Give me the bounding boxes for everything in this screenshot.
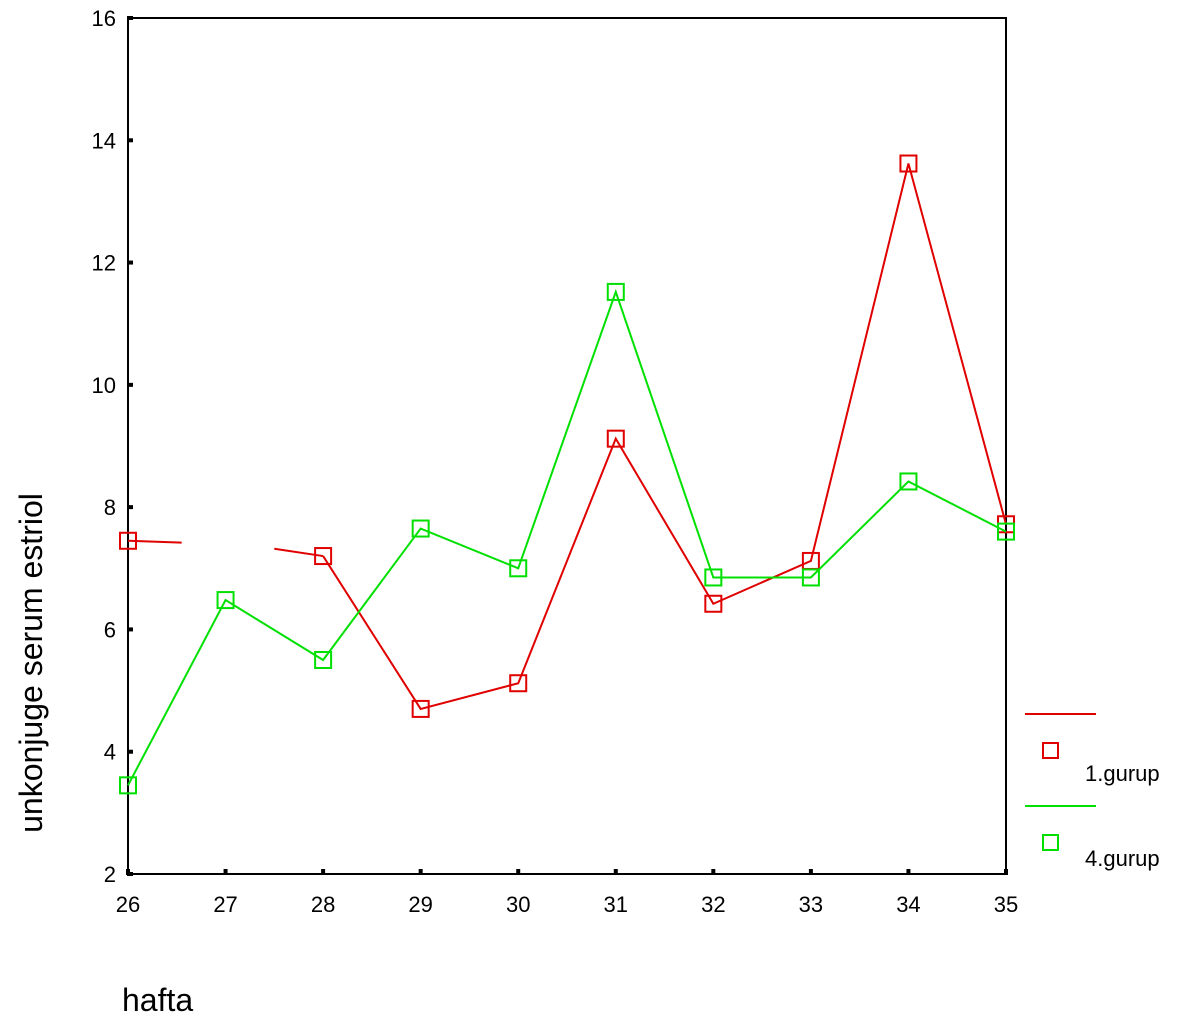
data-point [606,282,625,301]
y-axis-title: unkonjuge serum estriol [13,493,49,833]
legend-marker-1 [1042,742,1059,759]
data-point [509,559,528,578]
x-tick-label: 28 [311,892,335,917]
data-point [997,522,1015,541]
data-point [899,154,918,173]
y-axis: 2 4 6 8 10 12 14 16 [92,6,133,887]
data-point [899,472,918,491]
data-point [314,651,333,669]
data-point [411,519,430,538]
x-tick-label: 33 [799,892,823,917]
legend-marker-2 [1042,834,1059,851]
data-point [704,594,723,613]
data-point [606,429,625,448]
x-tick-label: 32 [701,892,725,917]
x-tick-label: 27 [213,892,237,917]
x-tick-label: 30 [506,892,530,917]
y-tick-label: 4 [104,740,116,765]
y-tick-label: 8 [104,495,116,520]
legend: 1.gurup 4.gurup [1025,713,1160,871]
data-point [216,591,235,610]
y-tick-label: 10 [92,373,116,398]
data-point [119,531,137,550]
y-tick-label: 2 [104,862,116,887]
x-tick-label: 29 [408,892,432,917]
data-point [509,674,528,693]
y-tick-label: 16 [92,6,116,31]
plot-area [127,17,1007,875]
legend-label-2: 4.gurup [1085,846,1160,871]
y-tick-label: 12 [92,251,116,276]
data-point [411,699,430,718]
legend-label-1: 1.gurup [1085,761,1160,786]
series-line [322,163,1007,711]
x-tick-label: 35 [994,892,1018,917]
data-point [314,547,333,566]
data-point [119,776,137,795]
y-tick-label: 14 [92,128,116,153]
x-tick-label: 34 [896,892,920,917]
data-point [704,568,723,587]
x-axis-title: hafta [122,982,193,1018]
x-tick-label: 31 [604,892,628,917]
plot-frame [127,17,1007,875]
x-axis: 26 27 28 29 30 31 32 33 34 35 [116,869,1018,917]
y-tick-label: 6 [104,617,116,642]
series-line [127,288,1007,786]
series-4.gurup [119,282,1015,795]
series-layer [119,154,1015,795]
data-point [801,568,820,587]
x-tick-label: 26 [116,892,140,917]
